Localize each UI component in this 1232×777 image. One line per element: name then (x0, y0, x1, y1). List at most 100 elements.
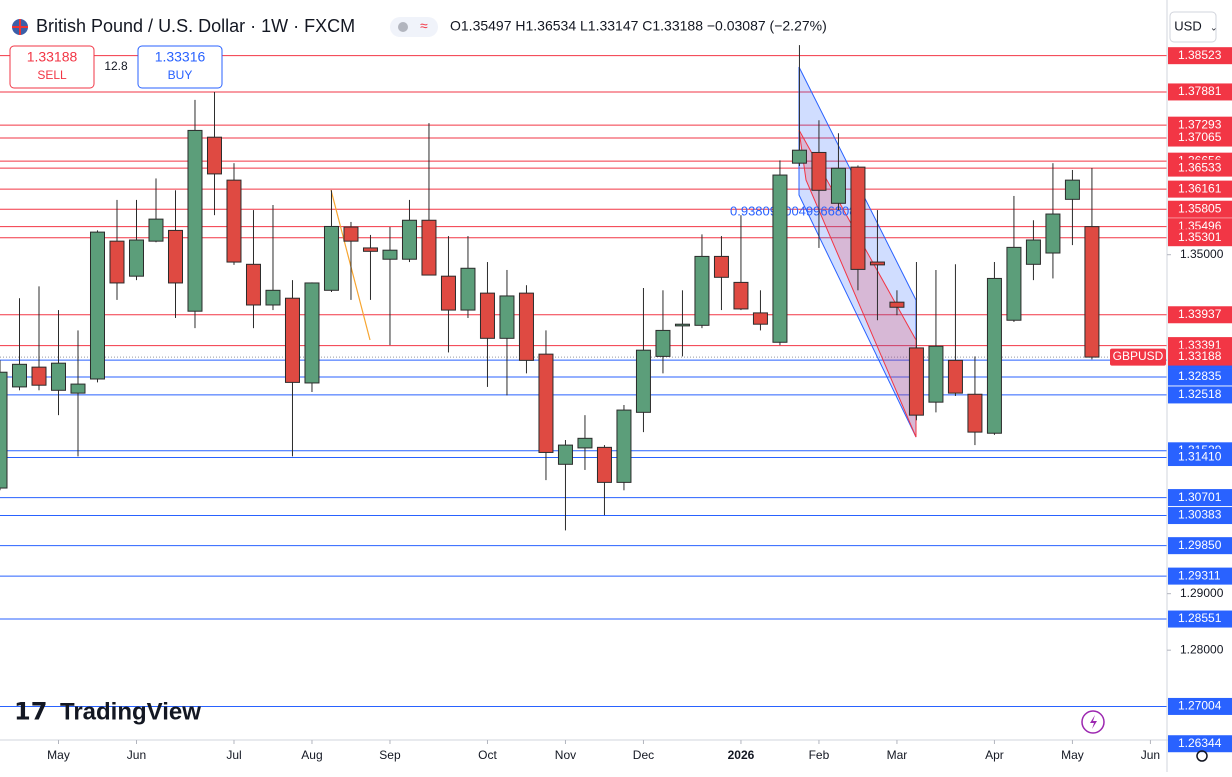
level-tag (1168, 368, 1232, 386)
level-label: 1.33937 (1178, 307, 1222, 321)
x-tick-label: Nov (555, 748, 576, 762)
x-tick-label: Jul (226, 748, 241, 762)
logo-mark: 𝟭𝟳 (14, 698, 47, 725)
x-tick-label: Apr (985, 748, 1004, 762)
candle-body (440, 275, 456, 311)
time-axis (0, 740, 1232, 772)
candle-body (967, 393, 983, 433)
level-tag (1168, 449, 1232, 467)
level-tag (1168, 507, 1232, 525)
sell-price: 1.33188 (27, 49, 78, 65)
candle-body (850, 166, 866, 270)
candle-body (50, 362, 66, 391)
candle-body (655, 329, 671, 357)
candle-body (265, 289, 281, 306)
candle-body (772, 174, 788, 343)
sell-label: SELL (37, 68, 67, 82)
candle-body (187, 129, 203, 312)
candle-body (518, 292, 534, 361)
candle-body (284, 297, 300, 383)
currency-caret: ⌄ (1210, 22, 1218, 32)
candle-body (245, 263, 261, 306)
level-tag (1168, 489, 1232, 507)
candle-body (1045, 213, 1061, 254)
x-tick-label: Aug (301, 748, 322, 762)
status-icon: ≈ (420, 18, 428, 34)
x-tick-label: Dec (633, 748, 654, 762)
level-label: 1.31410 (1178, 450, 1222, 464)
candle-body (928, 345, 944, 403)
candle-body (694, 255, 710, 326)
candle-body (401, 219, 417, 260)
candle-body (109, 240, 125, 284)
candle-body (31, 366, 47, 386)
flag-icon (12, 19, 28, 35)
level-tag (1168, 116, 1232, 134)
x-tick-label: Jun (127, 748, 146, 762)
candle-body (382, 249, 398, 260)
candle-body (362, 247, 378, 252)
candle-body (811, 151, 827, 191)
candle-body (343, 226, 359, 242)
level-label: 1.30383 (1178, 508, 1222, 522)
status-dot (398, 22, 408, 32)
y-tick-label: 1.29000 (1180, 586, 1224, 600)
candles (0, 45, 1100, 531)
x-tick-label: Oct (478, 748, 497, 762)
status-pill (390, 17, 438, 37)
candle-body (421, 219, 437, 276)
buy-button[interactable] (137, 45, 223, 89)
x-tick-label: Sep (379, 748, 401, 762)
candle-body (596, 446, 612, 483)
candle-body (128, 239, 144, 277)
last-name: GBPUSD (1113, 349, 1164, 363)
level-label: 1.27004 (1178, 699, 1222, 713)
level-tag (1168, 47, 1232, 65)
candle-body (713, 255, 729, 278)
candle-body (11, 363, 27, 388)
level-tag (1168, 200, 1232, 218)
level-tag (1168, 180, 1232, 198)
level-label: 1.32835 (1178, 369, 1222, 383)
level-label: 1.33391 (1178, 338, 1222, 352)
level-label: 1.29311 (1178, 568, 1221, 582)
level-label: 1.37293 (1178, 117, 1222, 131)
level-label: 1.35805 (1178, 201, 1222, 215)
level-label: 1.32518 (1178, 387, 1222, 401)
x-tick-label: May (47, 748, 70, 762)
level-label: 1.36161 (1178, 181, 1222, 195)
currency-button[interactable] (1169, 11, 1217, 43)
logo: TradingView (60, 698, 201, 725)
candle-body (674, 323, 690, 327)
candle-body (499, 295, 515, 339)
candle-body (1006, 246, 1022, 321)
buy-price: 1.33316 (155, 49, 206, 65)
level-label: 1.26344 (1178, 736, 1222, 750)
sell-button[interactable] (9, 45, 95, 89)
candle-body (791, 149, 807, 164)
level-label: 1.29850 (1178, 538, 1222, 552)
candle-body (0, 371, 8, 489)
buy-label: BUY (168, 68, 193, 82)
level-tag (1168, 610, 1232, 628)
axis-labels: 1.35000 1.29000 1.28000 1.38523 1.37881 1.372… (47, 47, 1232, 762)
candle-body (752, 312, 768, 325)
level-label: 1.37881 (1178, 84, 1222, 98)
annotation: 0.9380910049966808 (730, 203, 857, 218)
candle-body (304, 282, 320, 384)
level-label: 1.35301 (1178, 230, 1222, 244)
candle-body (986, 277, 1002, 434)
candle-body (70, 383, 86, 394)
level-tag (1168, 306, 1232, 324)
symbol-title: British Pound / U.S. Dollar · 1W · FXCM (36, 16, 355, 36)
settings-icon[interactable] (1196, 750, 1208, 762)
x-tick-label: Jun (1141, 748, 1160, 762)
x-tick-label: Mar (887, 748, 908, 762)
alert-icon (1090, 715, 1097, 729)
y-tick-label: 1.28000 (1180, 642, 1224, 656)
candle-body (577, 437, 593, 449)
level-tag (1168, 83, 1232, 101)
candle-body (167, 229, 183, 284)
x-tick-label: May (1061, 748, 1084, 762)
